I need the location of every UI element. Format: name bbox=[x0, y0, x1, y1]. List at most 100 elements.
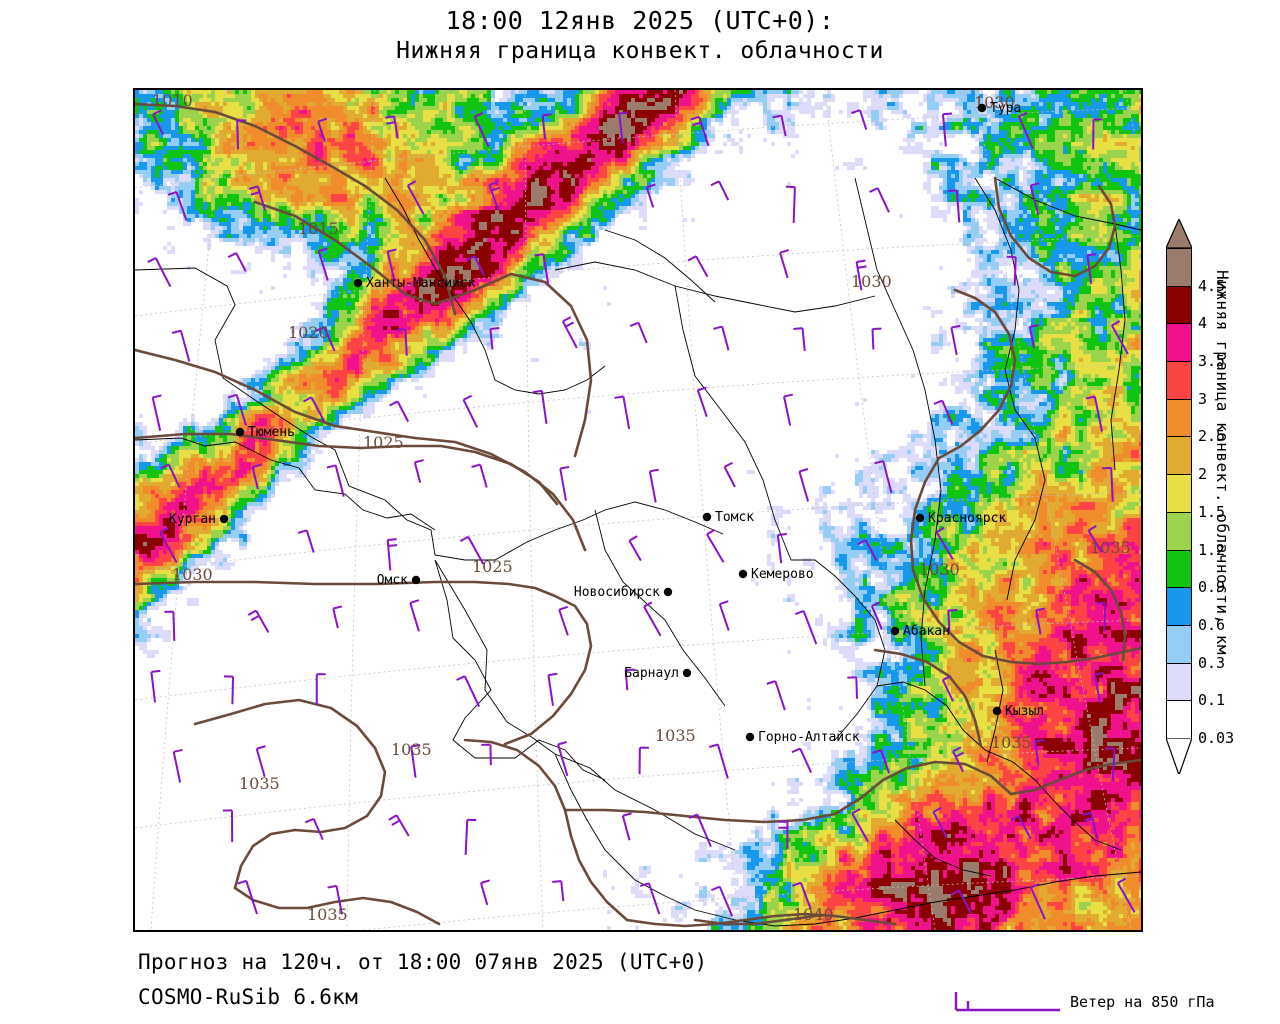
city-marker: Томск bbox=[702, 510, 754, 525]
city-dot bbox=[235, 427, 245, 437]
colorbar-tick-0-9: 0.9 bbox=[1198, 578, 1226, 597]
colorbar-tick-4: 4 bbox=[1198, 314, 1208, 333]
city-marker: Красноярск bbox=[915, 511, 1006, 526]
weather-map[interactable]: 1010 1015 1020 1025 1025 1030 1030 1030 1030 1035… bbox=[133, 88, 1143, 932]
city-marker: Новосибирск bbox=[574, 585, 673, 600]
isobar-label: 1010 bbox=[152, 91, 193, 110]
wind-legend-label: Ветер на 850 гПа bbox=[1070, 993, 1215, 1011]
city-label: Горно-Алтайск bbox=[758, 730, 860, 745]
isobar-label: 1035 bbox=[991, 733, 1032, 752]
city-marker: Кемерово bbox=[738, 567, 814, 582]
colorbar-over-arrow bbox=[1166, 219, 1192, 249]
colorbar-band-3 bbox=[1167, 362, 1191, 400]
city-marker: Курган bbox=[169, 512, 229, 527]
city-label: Томск bbox=[715, 510, 754, 525]
colorbar-band-2-5 bbox=[1167, 399, 1191, 438]
title-datetime: 18:00 12янв 2025 (UTC+0): bbox=[445, 6, 835, 35]
isobar-label: 1035 bbox=[307, 905, 348, 924]
forecast-info: Прогноз на 120ч. от 18:00 07янв 2025 (UT… bbox=[138, 950, 708, 974]
isobar-label: 1035 bbox=[1090, 538, 1131, 557]
colorbar-tick-1-5: 1.5 bbox=[1198, 502, 1226, 521]
colorbar-band-0-1 bbox=[1167, 663, 1191, 702]
colorbar-under-arrow bbox=[1166, 738, 1192, 774]
isobar-label: 1035 bbox=[655, 726, 696, 745]
city-marker: Тюмень bbox=[235, 425, 295, 440]
city-label: Омск bbox=[377, 573, 408, 588]
city-dot bbox=[702, 512, 712, 522]
cloud-base-field bbox=[135, 90, 1141, 930]
isobar-label: 1035 bbox=[391, 740, 432, 759]
colorbar-bands bbox=[1166, 248, 1192, 739]
city-dot bbox=[219, 514, 229, 524]
city-dot bbox=[738, 569, 748, 579]
city-dot bbox=[890, 626, 900, 636]
colorbar-tick-2: 2 bbox=[1198, 465, 1208, 484]
colorbar-band-1-2 bbox=[1167, 512, 1191, 551]
city-dot bbox=[353, 278, 363, 288]
city-markers: Ханты-Мансийск Тюмень Курган Омск Томск Кемер… bbox=[169, 101, 1044, 745]
city-marker: Кызыл bbox=[992, 704, 1044, 719]
city-marker: Ханты-Мансийск bbox=[353, 276, 476, 291]
isobar-label: 1015 bbox=[298, 219, 339, 238]
colorbar-tick-0-03: 0.03 bbox=[1198, 729, 1235, 747]
city-marker: Омск bbox=[377, 573, 421, 588]
isobar-label: 1040 bbox=[793, 905, 834, 924]
city-label: Курган bbox=[169, 512, 216, 527]
wind-barb-sample-icon bbox=[954, 992, 1060, 1012]
colorbar-tick-2-5: 2.5 bbox=[1198, 427, 1226, 446]
city-marker: Тура bbox=[977, 101, 1021, 116]
colorbar-tick-0-6: 0.6 bbox=[1198, 615, 1226, 634]
colorbar-band-2 bbox=[1167, 437, 1191, 476]
city-marker: Горно-Алтайск bbox=[745, 730, 860, 745]
city-label: Кемерово bbox=[751, 567, 814, 582]
isobar-label: 1030 bbox=[919, 560, 960, 579]
colorbar-band-4-5 bbox=[1167, 249, 1191, 287]
colorbar: 4.5 4 3.5 3 2.5 2 1.5 1.2 0.9 0.6 0.3 0.1 0.03 bbox=[1166, 219, 1234, 774]
colorbar-band-3-5 bbox=[1167, 324, 1191, 363]
city-dot bbox=[992, 706, 1002, 716]
colorbar-band-1-5 bbox=[1167, 475, 1191, 513]
city-label: Барнаул bbox=[624, 666, 679, 681]
wind-barbs-850hpa bbox=[147, 109, 1136, 920]
city-label: Абакан bbox=[903, 624, 950, 639]
isobar-label: 1025 bbox=[472, 557, 513, 576]
city-label: Кызыл bbox=[1005, 704, 1044, 719]
city-dot bbox=[745, 732, 755, 742]
title-parameter: Нижняя граница конвект. облачности bbox=[396, 38, 884, 64]
isobar-label: 1025 bbox=[363, 433, 404, 452]
chart-title-block: 18:00 12янв 2025 (UTC+0): Нижняя граница… bbox=[0, 6, 1280, 66]
colorbar-tick-3: 3 bbox=[1198, 389, 1208, 408]
city-dot bbox=[411, 575, 421, 585]
isobar-label: 1020 bbox=[288, 323, 329, 342]
colorbar-band-0-3 bbox=[1167, 625, 1191, 664]
map-svg: 1010101510201025102510301030103010301035… bbox=[135, 90, 1141, 930]
city-dot bbox=[663, 587, 673, 597]
colorbar-tick-0-1: 0.1 bbox=[1198, 691, 1226, 710]
city-label: Красноярск bbox=[928, 511, 1006, 526]
city-dot bbox=[682, 668, 692, 678]
colorbar-axis-title: Нижняя граница конвект. облачности, км bbox=[1213, 270, 1232, 656]
isobar-labels: 1010101510201025102510301030103010301035… bbox=[152, 91, 1131, 924]
isobar-label: 1035 bbox=[239, 774, 280, 793]
city-label: Тура bbox=[990, 101, 1021, 116]
wind-legend: Ветер на 850 гПа bbox=[950, 988, 1270, 1020]
model-info: COSMO-RuSib 6.6км bbox=[138, 985, 359, 1009]
colorbar-band-0-9 bbox=[1167, 550, 1191, 589]
colorbar-band-0-03 bbox=[1167, 701, 1191, 739]
isobar-label: 1030 bbox=[851, 272, 892, 291]
isobar-contours bbox=[135, 102, 1141, 928]
colorbar-tick-4-5: 4.5 bbox=[1198, 276, 1226, 295]
graticule bbox=[135, 90, 1141, 930]
colorbar-tick-0-3: 0.3 bbox=[1198, 653, 1226, 672]
city-label: Ханты-Мансийск bbox=[366, 276, 476, 291]
city-label: Тюмень bbox=[248, 425, 295, 440]
city-dot bbox=[977, 103, 987, 113]
city-dot bbox=[915, 513, 925, 523]
colorbar-band-4 bbox=[1167, 286, 1191, 325]
city-label: Новосибирск bbox=[574, 585, 660, 600]
colorbar-tick-3-5: 3.5 bbox=[1198, 352, 1226, 371]
city-marker: Барнаул bbox=[624, 666, 692, 681]
colorbar-tick-1-2: 1.2 bbox=[1198, 540, 1226, 559]
colorbar-band-0-6 bbox=[1167, 588, 1191, 626]
city-marker: Абакан bbox=[890, 624, 950, 639]
